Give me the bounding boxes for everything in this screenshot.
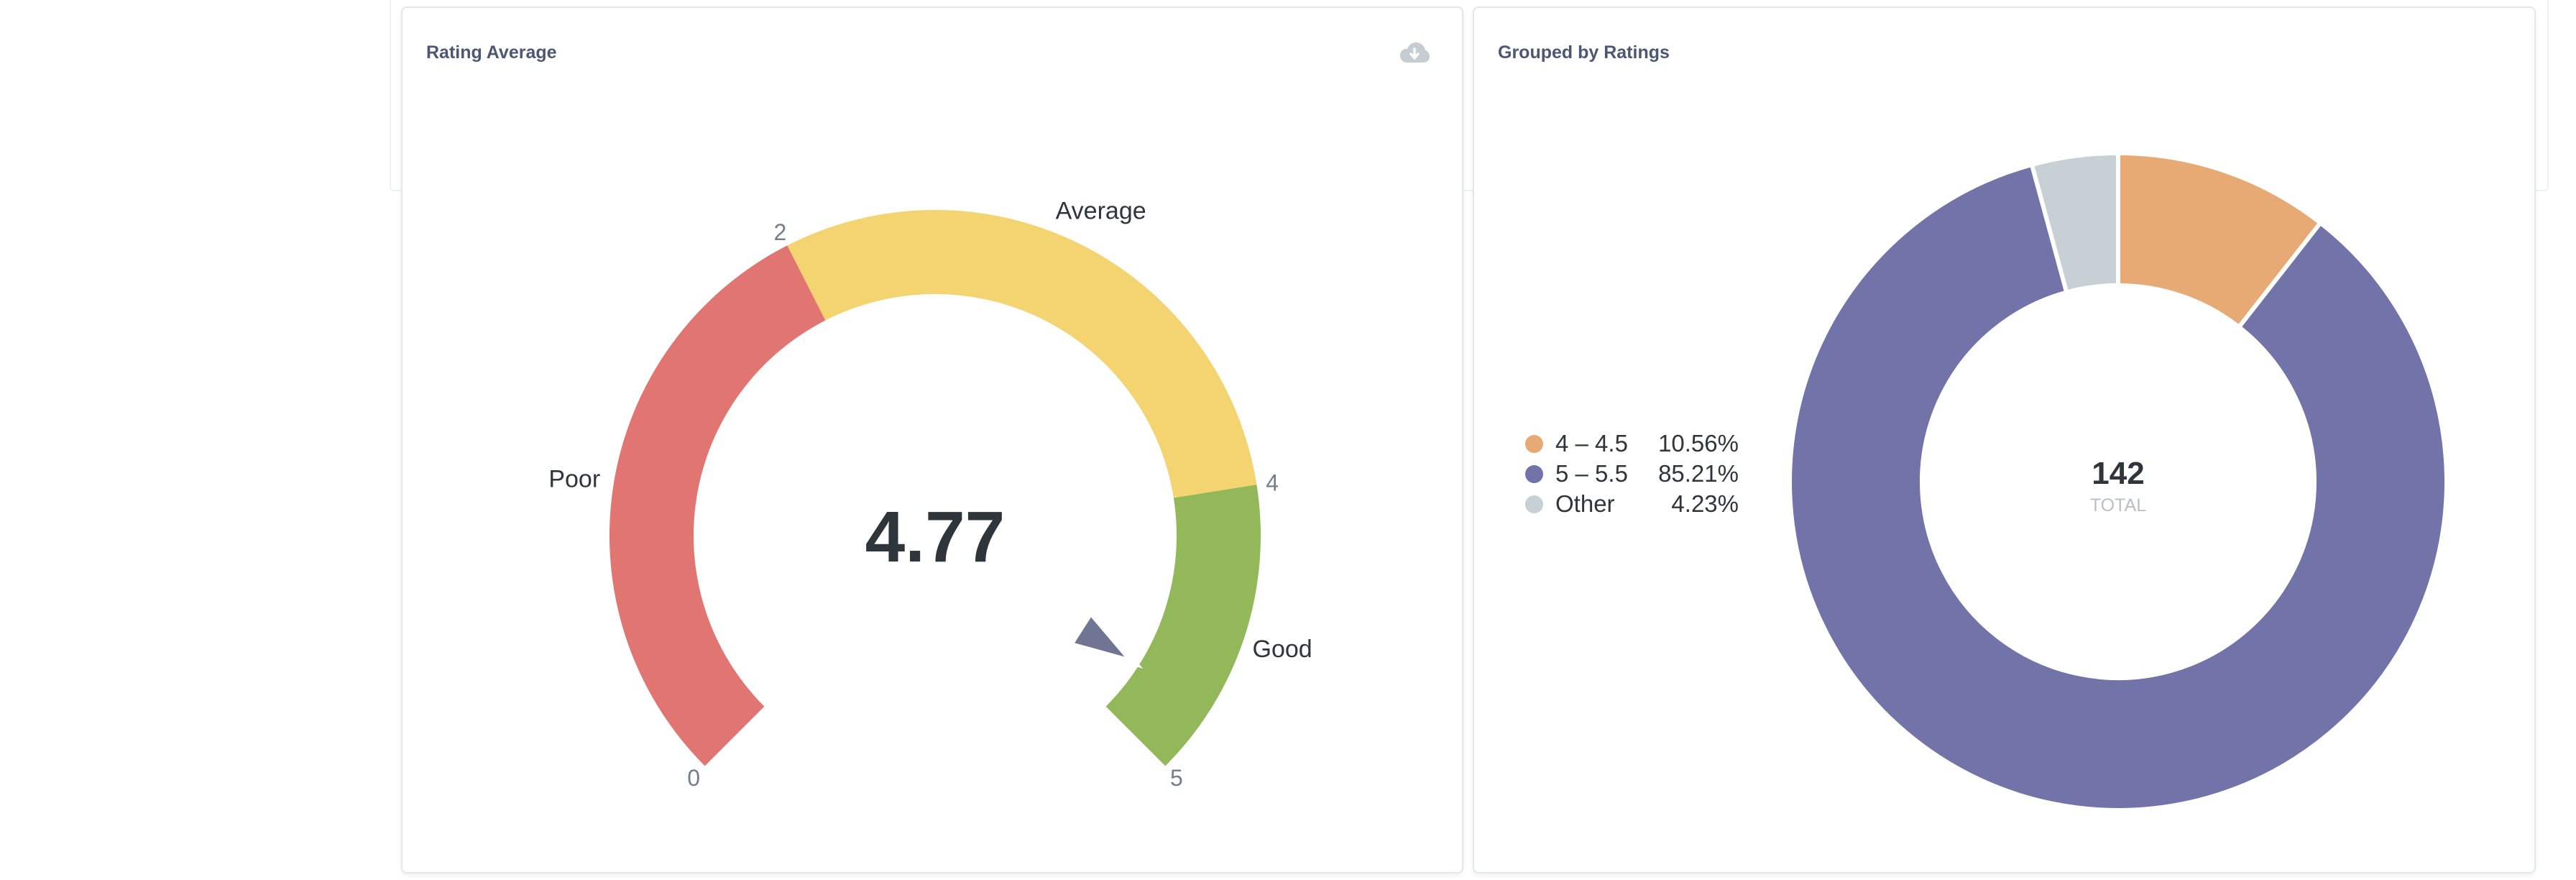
gauge-needle <box>1064 606 1144 669</box>
legend-percent: 10.56% <box>1658 430 1739 457</box>
gauge-segment-good <box>1105 485 1261 766</box>
legend-percent: 85.21% <box>1658 460 1739 487</box>
rating-average-card: Rating Average Poor Average Good 0 2 4 5 4.77 <box>401 6 1463 874</box>
pie-legend: 4 – 4.5 10.56% 5 – 5.5 85.21% Other 4.23% <box>1525 428 1739 519</box>
gauge-segment-average <box>787 210 1257 498</box>
pie-slice-3[interactable] <box>2029 150 2120 295</box>
legend-item[interactable]: Other 4.23% <box>1525 489 1739 519</box>
pie-slice-2[interactable] <box>1788 162 2449 812</box>
legend-label: 4 – 4.5 <box>1555 430 1628 457</box>
donut-total-value: 142 <box>2092 456 2144 491</box>
legend-item[interactable]: 5 – 5.5 85.21% <box>1525 459 1739 489</box>
gauge-segment-label: Poor <box>548 466 600 493</box>
legend-percent: 4.23% <box>1671 490 1739 517</box>
legend-dot <box>1525 464 1543 483</box>
legend-dot <box>1525 495 1543 513</box>
gauge-tick-label: 0 <box>687 765 700 791</box>
gauge-tick-label: 2 <box>773 219 786 245</box>
donut-total-label: TOTAL <box>2090 495 2146 515</box>
cloud-download-icon <box>1400 42 1430 63</box>
gauge-tick-label: 5 <box>1170 765 1183 791</box>
donut-chart: 142 TOTAL <box>1788 150 2449 812</box>
legend-item[interactable]: 4 – 4.5 10.56% <box>1525 428 1739 459</box>
grouped-by-ratings-title: Grouped by Ratings <box>1498 42 1670 63</box>
download-button[interactable] <box>1399 41 1430 67</box>
rating-average-title: Rating Average <box>426 42 557 63</box>
legend-label: Other <box>1555 490 1615 517</box>
gauge-value: 4.77 <box>865 497 1006 577</box>
gauge-segment-poor <box>610 245 826 766</box>
gauge-chart: Poor Average Good 0 2 4 5 4.77 <box>548 197 1312 791</box>
gauge-tick-label: 4 <box>1266 470 1279 496</box>
grouped-by-ratings-card: Grouped by Ratings 4 – 4.5 10.56% 5 – 5.5 8… <box>1473 6 2536 874</box>
gauge-segment-label: Good <box>1253 636 1312 663</box>
gauge-segment-label: Average <box>1056 197 1146 224</box>
legend-dot <box>1525 434 1543 453</box>
legend-label: 5 – 5.5 <box>1555 460 1628 487</box>
